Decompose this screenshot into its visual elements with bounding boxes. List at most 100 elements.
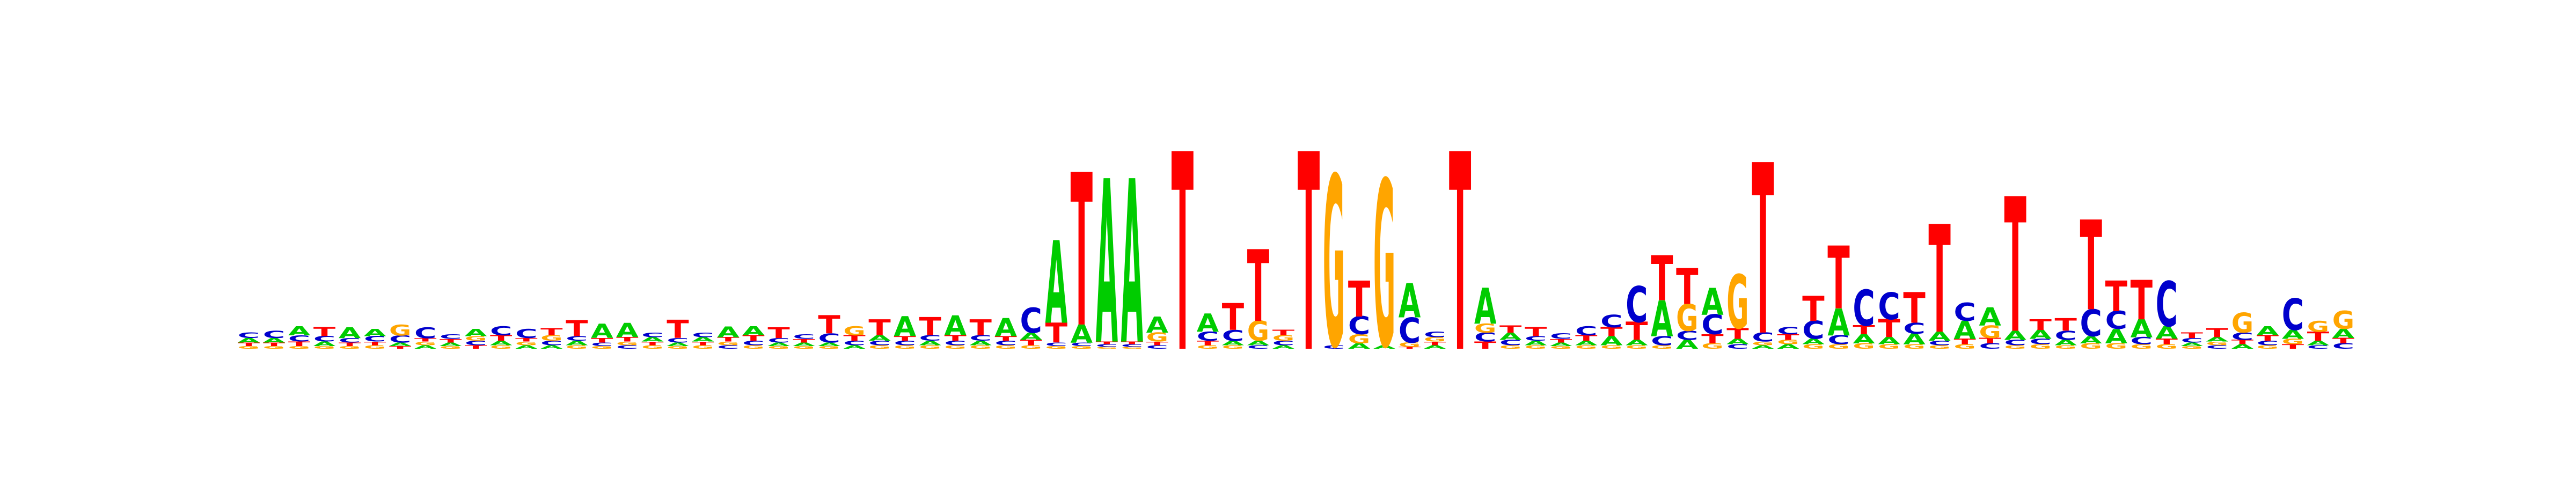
logo-letter-G-pos-1: G	[238, 346, 260, 350]
logo-letter-T-pos-63: T	[1802, 289, 1825, 329]
logo-letter-A-pos-61: A	[1752, 344, 1774, 350]
logo-letter-C-pos-9: C	[440, 333, 462, 341]
logo-letter-T-pos-13: T	[540, 326, 563, 338]
logo-letter-G-pos-51: G	[1499, 344, 1521, 350]
logo-letter-C-pos-79: C	[2206, 344, 2228, 350]
logo-letter-A-pos-14: A	[566, 340, 588, 347]
logo-letter-G-pos-4: G	[313, 346, 335, 350]
logo-letter-G-pos-35: G	[1096, 347, 1118, 349]
logo-letter-A-pos-77: A	[2156, 323, 2178, 343]
logo-letter-G-pos-20: G	[717, 341, 739, 347]
logo-letter-A-pos-5: A	[339, 325, 361, 342]
logo-letter-T-pos-12: T	[515, 337, 538, 343]
logo-letter-G-pos-25: G	[843, 324, 865, 338]
logo-letter-T-pos-41: T	[1247, 230, 1269, 344]
logo-letter-A-pos-27: A	[894, 312, 916, 343]
logo-letter-A-pos-2: A	[263, 337, 285, 344]
logo-letter-T-pos-65: T	[1853, 323, 1875, 337]
logo-letter-G-pos-30: G	[970, 344, 992, 350]
logo-letter-G-pos-47: G	[1399, 341, 1421, 348]
logo-letter-G-pos-84: G	[2332, 306, 2354, 335]
logo-letter-T-pos-82: T	[2282, 343, 2304, 350]
logo-letter-G-pos-72: G	[2030, 343, 2052, 350]
logo-letter-C-pos-51: C	[1499, 339, 1521, 347]
logo-letter-G-pos-63: G	[1802, 343, 1824, 350]
logo-letter-A-pos-40: A	[1222, 340, 1244, 347]
logo-letter-C-pos-12: C	[515, 327, 537, 341]
logo-letter-T-pos-1: T	[238, 342, 260, 348]
logo-letter-T-pos-51: T	[1499, 324, 1522, 335]
logo-letter-A-pos-8: A	[414, 344, 437, 350]
logo-letter-G-pos-61: G	[1752, 341, 1774, 347]
logo-letter-C-pos-57: C	[1651, 334, 1673, 349]
logo-letter-T-pos-58: T	[1676, 259, 1698, 316]
logo-letter-C-pos-1: C	[238, 331, 260, 340]
logo-letter-A-pos-11: A	[490, 340, 512, 347]
logo-letter-T-pos-4: T	[313, 325, 336, 339]
logo-letter-C-pos-11: C	[490, 324, 512, 339]
logo-letter-C-pos-59: C	[1701, 309, 1723, 341]
logo-letter-C-pos-26: C	[868, 340, 890, 347]
logo-letter-C-pos-73: C	[2055, 328, 2077, 343]
logo-letter-T-pos-28: T	[919, 312, 941, 341]
logo-letter-G-pos-45: G	[1348, 332, 1370, 346]
logo-letter-T-pos-15: T	[591, 337, 613, 344]
logo-letter-G-pos-14: G	[566, 344, 588, 350]
logo-letter-T-pos-36: T	[1121, 341, 1144, 345]
logo-letter-A-pos-29: A	[944, 311, 966, 342]
logo-letter-C-pos-44: C	[1323, 344, 1345, 350]
logo-letter-T-pos-37: T	[1146, 341, 1169, 347]
logo-letter-A-pos-3: A	[288, 324, 311, 339]
logo-letter-G-pos-9: G	[440, 346, 462, 350]
logo-letter-A-pos-78: A	[2181, 342, 2204, 348]
logo-letter-G-pos-42: G	[1272, 334, 1294, 342]
logo-letter-C-pos-39: C	[1197, 329, 1219, 344]
logo-letter-A-pos-26: A	[868, 334, 890, 343]
logo-letter-G-pos-56: G	[1626, 344, 1648, 350]
logo-letter-G-pos-40: G	[1222, 344, 1244, 350]
logo-letter-C-pos-31: C	[995, 340, 1017, 347]
logo-letter-G-pos-7: G	[389, 321, 411, 339]
logo-letter-A-pos-42: A	[1272, 344, 1295, 350]
logo-letter-A-pos-17: A	[641, 336, 663, 343]
logo-letter-G-pos-36: G	[1121, 347, 1143, 349]
logo-letter-A-pos-30: A	[970, 340, 992, 347]
logo-letter-T-pos-47: T	[1399, 347, 1421, 349]
logo-letter-G-pos-79: G	[2206, 341, 2228, 347]
logo-letter-A-pos-54: A	[1575, 340, 1597, 347]
logo-letter-G-pos-69: G	[1953, 343, 1975, 350]
logo-letter-A-pos-81: A	[2257, 324, 2279, 339]
logo-letter-C-pos-53: C	[1550, 332, 1572, 341]
logo-letter-A-pos-63: A	[1802, 337, 1824, 346]
logo-letter-C-pos-29: C	[944, 340, 966, 347]
logo-letter-G-pos-57: G	[1651, 344, 1673, 350]
logo-letter-T-pos-61: T	[1752, 116, 1774, 388]
logo-letter-G-pos-70: G	[1979, 322, 2001, 342]
logo-letter-T-pos-16: T	[616, 336, 639, 343]
logo-letter-A-pos-64: A	[1827, 301, 1850, 344]
logo-letter-T-pos-34: T	[1071, 130, 1093, 374]
logo-letter-A-pos-18: A	[667, 342, 689, 348]
logo-letter-C-pos-13: C	[540, 340, 562, 347]
logo-letter-C-pos-74: C	[2080, 302, 2102, 345]
logo-letter-T-pos-84: T	[2332, 336, 2354, 345]
logo-letter-T-pos-5: T	[339, 342, 361, 348]
logo-letter-G-pos-34: G	[1071, 346, 1093, 350]
logo-letter-G-pos-27: G	[894, 344, 916, 350]
logo-letter-G-pos-29: G	[944, 344, 966, 350]
logo-letter-G-pos-37: G	[1146, 330, 1168, 344]
logo-letter-T-pos-59: T	[1701, 332, 1724, 346]
logo-letter-A-pos-6: A	[364, 327, 386, 339]
logo-letter-G-pos-16: G	[616, 341, 638, 347]
logo-letter-A-pos-13: A	[540, 344, 563, 350]
logo-letter-C-pos-84: C	[2332, 342, 2354, 350]
logo-letter-T-pos-70: T	[1979, 336, 2001, 345]
logo-letter-C-pos-7: C	[389, 333, 411, 344]
logo-letter-G-pos-67: G	[1903, 343, 1925, 350]
logo-letter-G-pos-3: G	[288, 346, 310, 350]
logo-letter-C-pos-30: C	[970, 334, 992, 342]
logo-letter-T-pos-9: T	[440, 338, 462, 344]
logo-letter-A-pos-36: A	[1121, 135, 1144, 395]
logo-letter-T-pos-30: T	[970, 315, 992, 341]
logo-letter-C-pos-66: C	[1878, 285, 1900, 328]
